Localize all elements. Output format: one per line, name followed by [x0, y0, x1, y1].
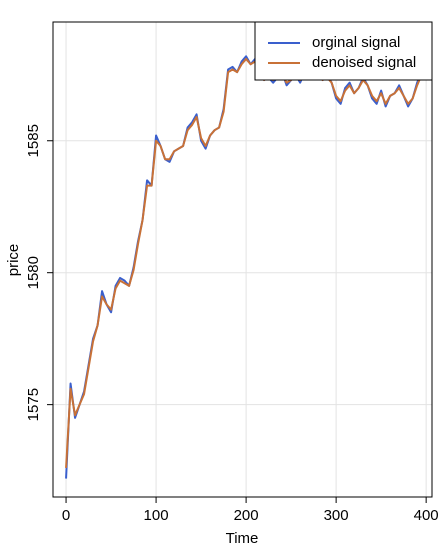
series-line [65, 57, 423, 469]
y-tick-label: 1575 [25, 388, 42, 421]
legend-label: orginal signal [312, 34, 400, 51]
x-tick-label: 100 [144, 507, 169, 524]
legend-label: denoised signal [312, 54, 416, 71]
y-tick-label: 1580 [25, 256, 42, 289]
x-tick-label: 0 [62, 507, 70, 524]
y-tick-label: 1585 [25, 124, 42, 157]
x-axis-label: Time [226, 530, 259, 547]
legend-box [254, 21, 433, 81]
x-tick-label: 400 [414, 507, 439, 524]
x-tick-label: 300 [324, 507, 349, 524]
plot-frame [52, 21, 433, 498]
y-axis-label: price [5, 244, 22, 277]
x-tick-label: 200 [234, 507, 259, 524]
series-line [65, 55, 423, 479]
